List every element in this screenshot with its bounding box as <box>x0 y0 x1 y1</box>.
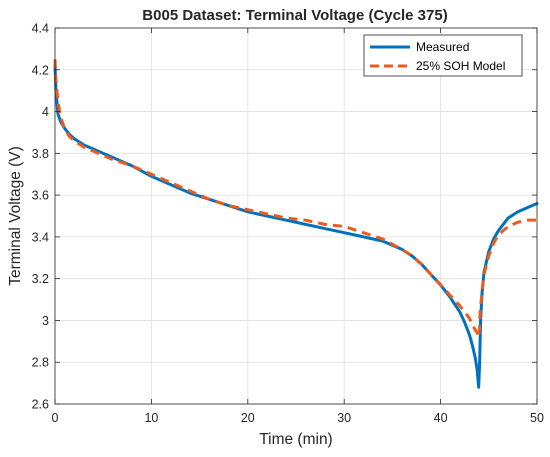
legend-box <box>363 34 523 77</box>
series-line-model <box>53 59 537 339</box>
x-tick-label: 20 <box>241 411 255 425</box>
series-layer <box>53 59 539 389</box>
x-tick-label: 40 <box>434 411 448 425</box>
y-tick-label: 2.6 <box>32 398 49 412</box>
x-tick-label: 0 <box>52 411 59 425</box>
y-tick-label: 4.2 <box>32 63 49 77</box>
legend: Measured 25% SOH Model <box>363 34 523 77</box>
plot-area <box>55 28 537 404</box>
x-tick-label: 50 <box>530 411 544 425</box>
legend-label-model: 25% SOH Model <box>416 59 505 73</box>
x-axis-label: Time (min) <box>259 431 332 448</box>
y-tick-label: 3.2 <box>32 272 49 286</box>
chart-title: B005 Dataset: Terminal Voltage (Cycle 37… <box>142 7 447 24</box>
y-tick-label: 2.8 <box>32 356 49 370</box>
y-tick-label: 3.6 <box>32 189 49 203</box>
y-tick-label: 4.4 <box>32 22 49 36</box>
y-tick-label: 4 <box>42 105 49 119</box>
y-axis-label: Terminal Voltage (V) <box>7 146 24 286</box>
y-tick-label: 3.4 <box>32 230 49 244</box>
ticks <box>54 27 538 405</box>
y-tick-label: 3 <box>42 314 49 328</box>
x-tick-label: 10 <box>144 411 158 425</box>
legend-label-measured: Measured <box>416 40 469 54</box>
tick-labels: 0 10 20 30 40 50 2.6 2.8 3 3.2 3.4 3.6 3.8 4 4.2 4.4 <box>32 22 544 426</box>
y-tick-label: 3.8 <box>32 147 49 161</box>
x-tick-label: 30 <box>337 411 351 425</box>
plot-border <box>54 27 538 405</box>
